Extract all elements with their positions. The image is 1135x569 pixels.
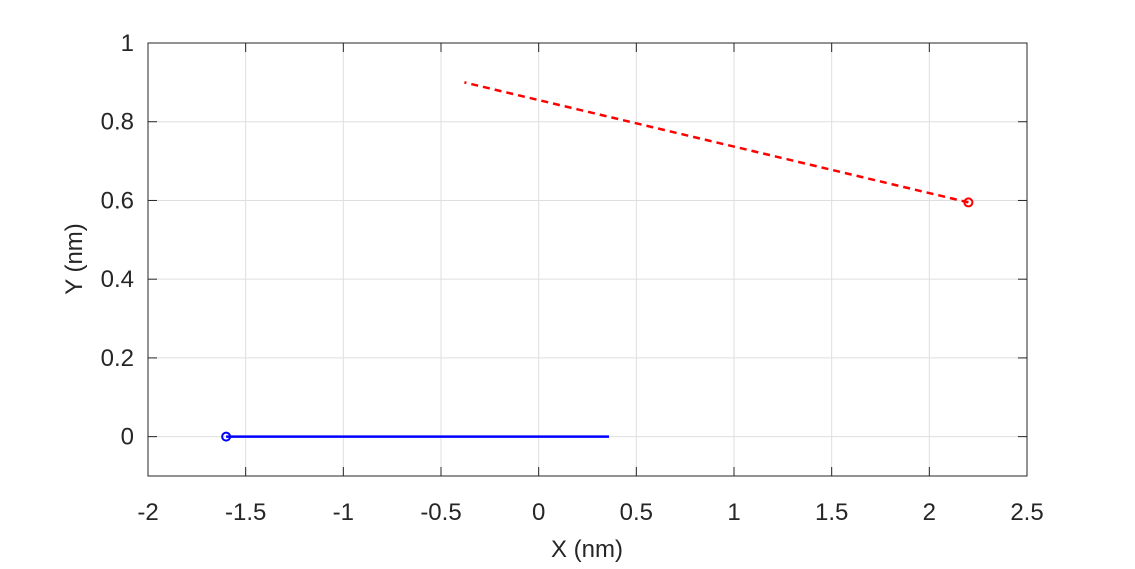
y-tick-label: 0.2 (101, 345, 134, 372)
x-tick-label: -1.5 (225, 499, 266, 526)
x-tick-label: 2 (923, 499, 936, 526)
series-group (221, 81, 974, 442)
tick-marks (147, 42, 1028, 476)
x-tick-label: -2 (137, 499, 158, 526)
x-tick-label: 0.5 (620, 499, 653, 526)
x-tick-label: 1.5 (815, 499, 848, 526)
y-tick-label: 0.8 (101, 109, 134, 136)
y-tick-labels: 0 0.2 0.4 0.6 0.8 1 (101, 30, 134, 451)
x-axis-label: X (nm) (551, 536, 623, 563)
y-tick-label: 1 (121, 30, 134, 57)
x-tick-label: -0.5 (420, 499, 461, 526)
x-tick-label: 0 (532, 499, 545, 526)
x-tick-label: -1 (333, 499, 354, 526)
y-tick-label: 0.4 (101, 266, 134, 293)
plot-background (148, 43, 1027, 476)
x-tick-labels: -2 -1.5 -1 -0.5 0 0.5 1 1.5 2 2.5 (137, 499, 1043, 526)
y-axis-label: Y (nm) (61, 223, 88, 295)
series-2-line (464, 81, 969, 204)
y-tick-label: 0 (121, 424, 134, 451)
x-tick-label: 1 (727, 499, 740, 526)
x-tick-label: 2.5 (1010, 499, 1043, 526)
series-1-start-marker (221, 431, 232, 442)
y-tick-label: 0.6 (101, 187, 134, 214)
plot-frame (147, 42, 1028, 477)
series-2-start-marker (963, 197, 974, 208)
